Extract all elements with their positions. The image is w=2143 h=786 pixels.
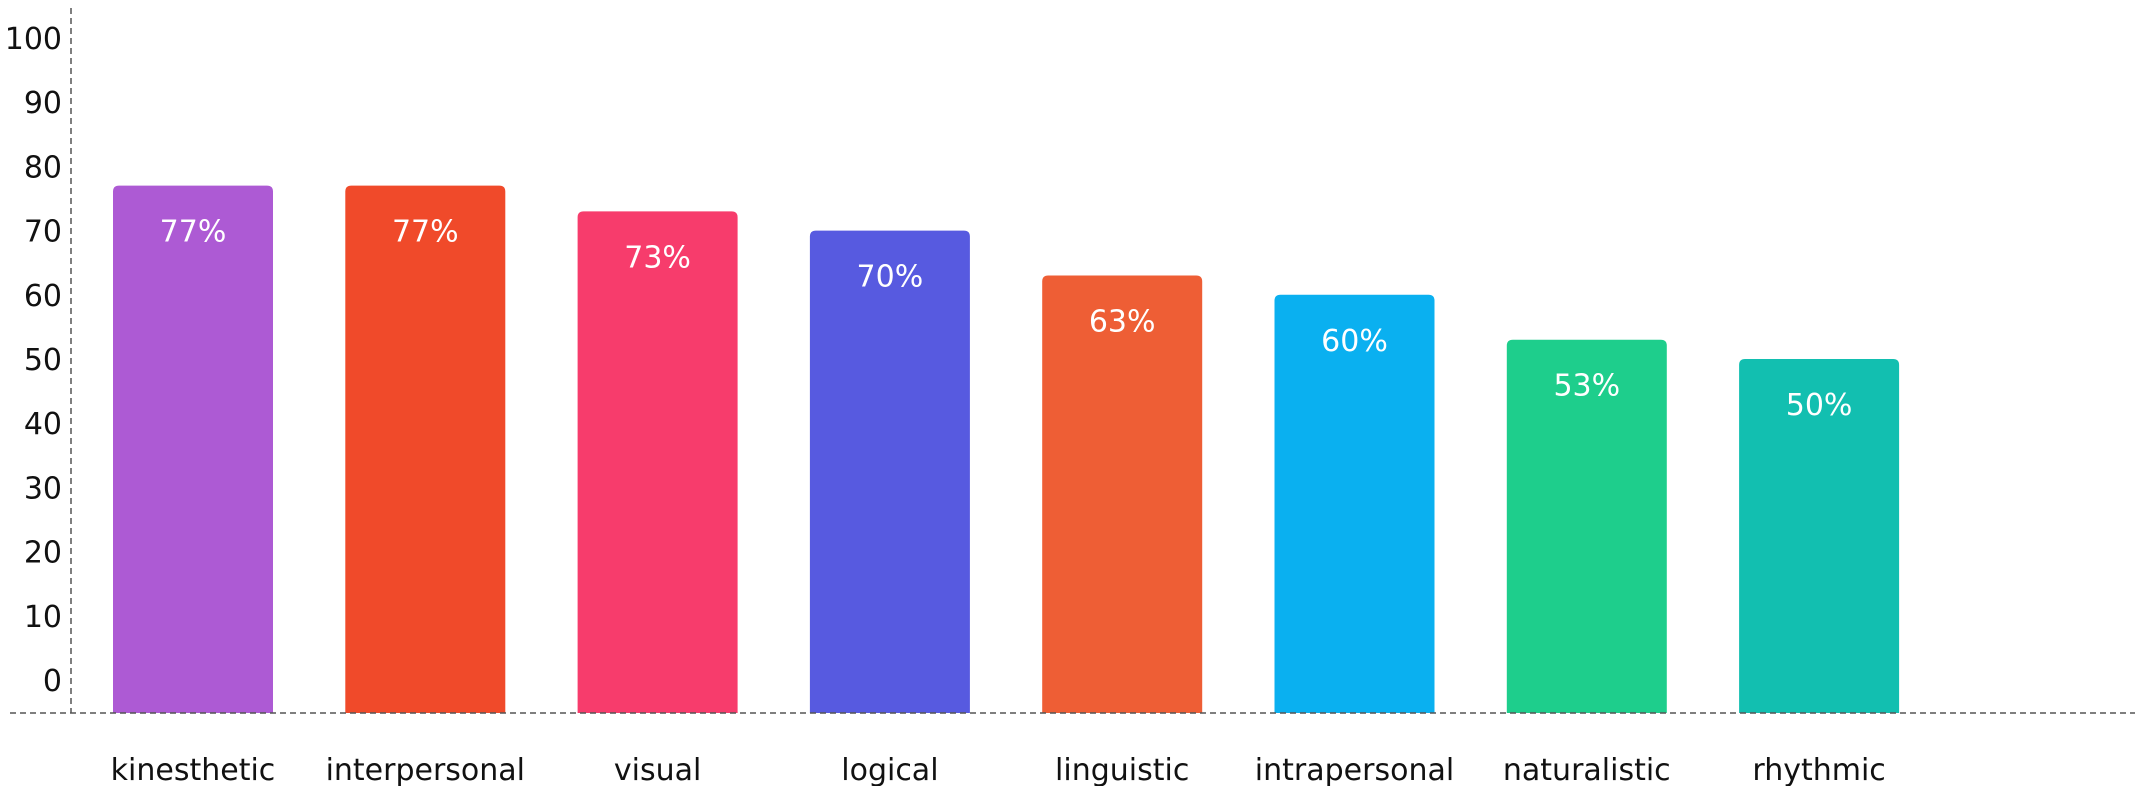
bar-logical <box>809 230 970 713</box>
y-tick-label: 60 <box>24 279 62 314</box>
data-label-rhythmic: 50% <box>1786 388 1853 423</box>
y-tick-label: 90 <box>24 86 62 121</box>
y-axis-ticks: 0 10 20 30 40 50 60 70 80 90 100 <box>5 22 62 699</box>
data-label-interpersonal: 77% <box>392 215 459 250</box>
category-label-intrapersonal: intrapersonal <box>1255 753 1454 786</box>
y-tick-label: 100 <box>5 22 62 57</box>
bar-interpersonal <box>345 185 506 713</box>
y-tick-label: 20 <box>24 536 62 571</box>
data-label-kinesthetic: 77% <box>160 215 227 250</box>
bar-visual <box>577 211 738 713</box>
y-tick-label: 40 <box>24 407 62 442</box>
y-tick-label: 30 <box>24 471 62 506</box>
category-label-visual: visual <box>614 753 701 786</box>
y-tick-label: 0 <box>43 664 62 699</box>
data-label-logical: 70% <box>857 260 924 295</box>
bar-naturalistic <box>1506 339 1667 713</box>
y-tick-label: 50 <box>24 343 62 378</box>
bars <box>113 185 1900 713</box>
data-labels: 77% 77% 73% 70% 63% 60% 53% 50% <box>160 215 1853 423</box>
y-tick-label: 10 <box>24 600 62 635</box>
category-label-naturalistic: naturalistic <box>1503 753 1671 786</box>
bar-intrapersonal <box>1274 294 1435 713</box>
category-label-linguistic: linguistic <box>1055 753 1189 786</box>
data-label-naturalistic: 53% <box>1553 369 1620 404</box>
category-label-rhythmic: rhythmic <box>1752 753 1885 786</box>
data-label-linguistic: 63% <box>1089 305 1156 340</box>
category-label-logical: logical <box>841 753 938 786</box>
bar-linguistic <box>1042 275 1203 713</box>
category-label-interpersonal: interpersonal <box>326 753 525 786</box>
y-tick-label: 70 <box>24 215 62 250</box>
category-labels: kinesthetic interpersonal visual logical lin… <box>111 753 1886 786</box>
category-label-kinesthetic: kinesthetic <box>111 753 276 786</box>
bar-rhythmic <box>1739 359 1900 713</box>
bar-kinesthetic <box>113 185 273 713</box>
data-label-intrapersonal: 60% <box>1321 324 1388 359</box>
data-label-visual: 73% <box>624 240 691 275</box>
y-tick-label: 80 <box>24 150 62 185</box>
